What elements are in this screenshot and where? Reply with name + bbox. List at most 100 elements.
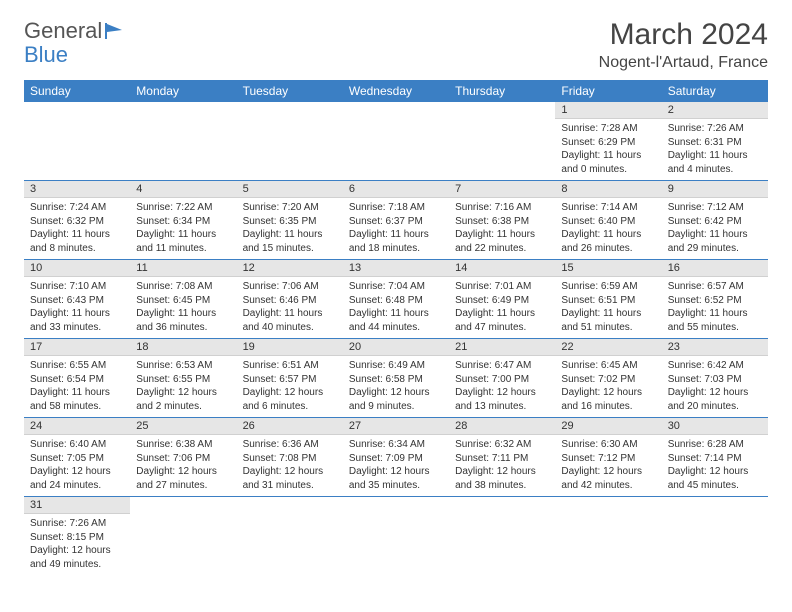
daylight-text: Daylight: 11 hours and 33 minutes. (30, 307, 124, 334)
day-number: 13 (343, 260, 449, 277)
calendar-cell: 17Sunrise: 6:55 AMSunset: 6:54 PMDayligh… (24, 339, 130, 418)
weekday-header-row: Sunday Monday Tuesday Wednesday Thursday… (24, 80, 768, 102)
sunset-text: Sunset: 6:48 PM (349, 294, 443, 308)
day-number: 12 (237, 260, 343, 277)
daylight-text: Daylight: 12 hours and 42 minutes. (561, 465, 655, 492)
calendar-cell: 3Sunrise: 7:24 AMSunset: 6:32 PMDaylight… (24, 181, 130, 260)
day-details: Sunrise: 7:08 AMSunset: 6:45 PMDaylight:… (130, 277, 236, 338)
logo-text-2: Blue (24, 42, 68, 68)
day-details: Sunrise: 6:59 AMSunset: 6:51 PMDaylight:… (555, 277, 661, 338)
calendar-cell: 7Sunrise: 7:16 AMSunset: 6:38 PMDaylight… (449, 181, 555, 260)
sunset-text: Sunset: 6:43 PM (30, 294, 124, 308)
calendar-cell: 29Sunrise: 6:30 AMSunset: 7:12 PMDayligh… (555, 418, 661, 497)
calendar-cell (237, 497, 343, 576)
sunrise-text: Sunrise: 6:36 AM (243, 438, 337, 452)
daylight-text: Daylight: 11 hours and 11 minutes. (136, 228, 230, 255)
calendar-row: 31Sunrise: 7:26 AMSunset: 8:15 PMDayligh… (24, 497, 768, 576)
sunrise-text: Sunrise: 6:49 AM (349, 359, 443, 373)
day-number: 31 (24, 497, 130, 514)
weekday-header: Friday (555, 80, 661, 102)
daylight-text: Daylight: 11 hours and 40 minutes. (243, 307, 337, 334)
daylight-text: Daylight: 11 hours and 29 minutes. (668, 228, 762, 255)
daylight-text: Daylight: 11 hours and 36 minutes. (136, 307, 230, 334)
calendar-cell: 9Sunrise: 7:12 AMSunset: 6:42 PMDaylight… (662, 181, 768, 260)
calendar-cell: 18Sunrise: 6:53 AMSunset: 6:55 PMDayligh… (130, 339, 236, 418)
daylight-text: Daylight: 11 hours and 44 minutes. (349, 307, 443, 334)
daylight-text: Daylight: 12 hours and 20 minutes. (668, 386, 762, 413)
day-number: 25 (130, 418, 236, 435)
day-number: 20 (343, 339, 449, 356)
title-block: March 2024 Nogent-l'Artaud, France (599, 18, 768, 72)
day-details: Sunrise: 6:53 AMSunset: 6:55 PMDaylight:… (130, 356, 236, 417)
sunrise-text: Sunrise: 7:14 AM (561, 201, 655, 215)
calendar-table: Sunday Monday Tuesday Wednesday Thursday… (24, 80, 768, 575)
sunrise-text: Sunrise: 6:28 AM (668, 438, 762, 452)
day-number: 11 (130, 260, 236, 277)
daylight-text: Daylight: 12 hours and 2 minutes. (136, 386, 230, 413)
calendar-cell (130, 102, 236, 181)
sunset-text: Sunset: 6:55 PM (136, 373, 230, 387)
day-number: 27 (343, 418, 449, 435)
calendar-cell: 12Sunrise: 7:06 AMSunset: 6:46 PMDayligh… (237, 260, 343, 339)
day-details: Sunrise: 6:30 AMSunset: 7:12 PMDaylight:… (555, 435, 661, 496)
calendar-row: 24Sunrise: 6:40 AMSunset: 7:05 PMDayligh… (24, 418, 768, 497)
day-number: 3 (24, 181, 130, 198)
day-details: Sunrise: 7:26 AMSunset: 6:31 PMDaylight:… (662, 119, 768, 180)
sunrise-text: Sunrise: 6:40 AM (30, 438, 124, 452)
header: General March 2024 Nogent-l'Artaud, Fran… (24, 18, 768, 72)
calendar-cell: 27Sunrise: 6:34 AMSunset: 7:09 PMDayligh… (343, 418, 449, 497)
daylight-text: Daylight: 11 hours and 0 minutes. (561, 149, 655, 176)
calendar-cell: 1Sunrise: 7:28 AMSunset: 6:29 PMDaylight… (555, 102, 661, 181)
day-details: Sunrise: 7:14 AMSunset: 6:40 PMDaylight:… (555, 198, 661, 259)
weekday-header: Sunday (24, 80, 130, 102)
sunrise-text: Sunrise: 7:16 AM (455, 201, 549, 215)
day-details: Sunrise: 7:22 AMSunset: 6:34 PMDaylight:… (130, 198, 236, 259)
day-details: Sunrise: 7:06 AMSunset: 6:46 PMDaylight:… (237, 277, 343, 338)
sunset-text: Sunset: 6:49 PM (455, 294, 549, 308)
sunrise-text: Sunrise: 7:10 AM (30, 280, 124, 294)
weekday-header: Tuesday (237, 80, 343, 102)
day-details: Sunrise: 6:49 AMSunset: 6:58 PMDaylight:… (343, 356, 449, 417)
sunrise-text: Sunrise: 7:20 AM (243, 201, 337, 215)
sunset-text: Sunset: 7:00 PM (455, 373, 549, 387)
day-details: Sunrise: 6:40 AMSunset: 7:05 PMDaylight:… (24, 435, 130, 496)
daylight-text: Daylight: 12 hours and 27 minutes. (136, 465, 230, 492)
sunrise-text: Sunrise: 6:57 AM (668, 280, 762, 294)
calendar-cell: 30Sunrise: 6:28 AMSunset: 7:14 PMDayligh… (662, 418, 768, 497)
calendar-cell (24, 102, 130, 181)
day-details: Sunrise: 7:18 AMSunset: 6:37 PMDaylight:… (343, 198, 449, 259)
calendar-cell (449, 497, 555, 576)
sunset-text: Sunset: 6:38 PM (455, 215, 549, 229)
sunrise-text: Sunrise: 7:22 AM (136, 201, 230, 215)
day-number: 22 (555, 339, 661, 356)
sunrise-text: Sunrise: 6:59 AM (561, 280, 655, 294)
sunset-text: Sunset: 6:32 PM (30, 215, 124, 229)
calendar-cell: 15Sunrise: 6:59 AMSunset: 6:51 PMDayligh… (555, 260, 661, 339)
day-number: 23 (662, 339, 768, 356)
calendar-cell: 8Sunrise: 7:14 AMSunset: 6:40 PMDaylight… (555, 181, 661, 260)
day-number: 24 (24, 418, 130, 435)
sunrise-text: Sunrise: 7:28 AM (561, 122, 655, 136)
sunrise-text: Sunrise: 7:04 AM (349, 280, 443, 294)
daylight-text: Daylight: 11 hours and 55 minutes. (668, 307, 762, 334)
calendar-cell: 31Sunrise: 7:26 AMSunset: 8:15 PMDayligh… (24, 497, 130, 576)
logo: General (24, 18, 126, 44)
calendar-cell: 13 Sunrise: 7:04 AMSunset: 6:48 PMDayligh… (343, 260, 449, 339)
calendar-cell (662, 497, 768, 576)
sunrise-text: Sunrise: 7:26 AM (30, 517, 124, 531)
sunrise-text: Sunrise: 6:51 AM (243, 359, 337, 373)
day-details: Sunrise: 7:20 AMSunset: 6:35 PMDaylight:… (237, 198, 343, 259)
day-number: 17 (24, 339, 130, 356)
sunset-text: Sunset: 6:57 PM (243, 373, 337, 387)
daylight-text: Daylight: 12 hours and 16 minutes. (561, 386, 655, 413)
daylight-text: Daylight: 12 hours and 9 minutes. (349, 386, 443, 413)
calendar-cell (449, 102, 555, 181)
daylight-text: Daylight: 11 hours and 18 minutes. (349, 228, 443, 255)
sunrise-text: Sunrise: 7:08 AM (136, 280, 230, 294)
sunrise-text: Sunrise: 7:12 AM (668, 201, 762, 215)
sunset-text: Sunset: 7:03 PM (668, 373, 762, 387)
day-number: 1 (555, 102, 661, 119)
sunset-text: Sunset: 6:46 PM (243, 294, 337, 308)
sunrise-text: Sunrise: 6:30 AM (561, 438, 655, 452)
day-details: Sunrise: 6:34 AMSunset: 7:09 PMDaylight:… (343, 435, 449, 496)
